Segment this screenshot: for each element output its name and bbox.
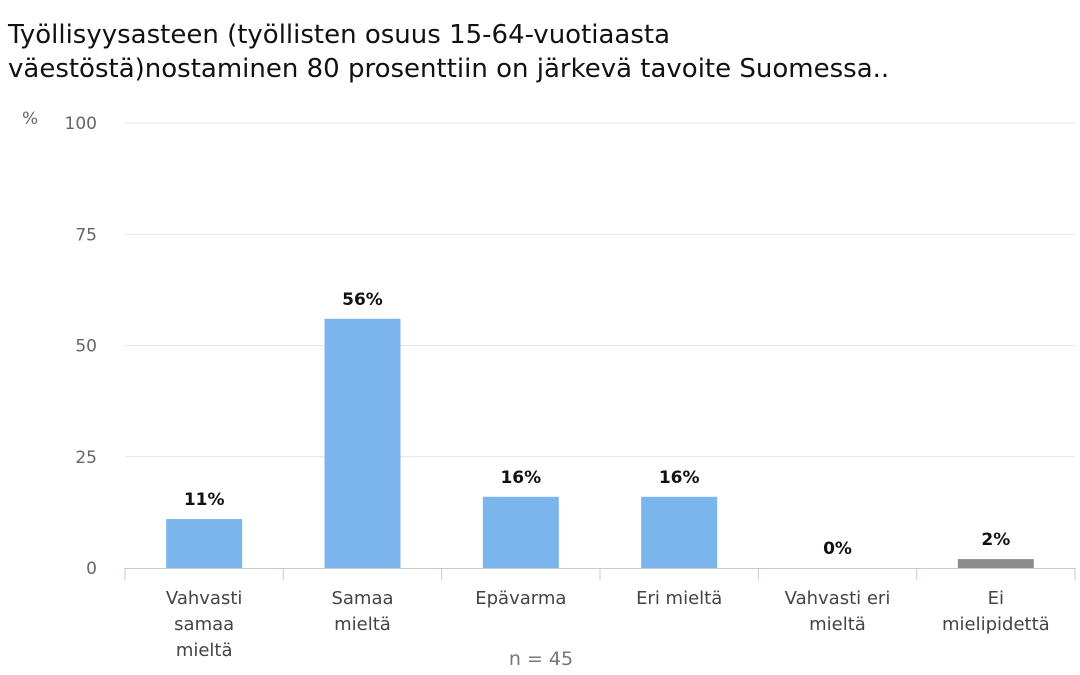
- y-tick-label-25: 25: [75, 448, 97, 468]
- x-tick-label-4-1: mieltä: [809, 614, 866, 635]
- x-tick-label-0-0: Vahvasti: [166, 588, 242, 609]
- y-tick-label-50: 50: [75, 337, 97, 357]
- sample-size-text: n = 45: [508, 648, 574, 670]
- x-tick-label-5-1: mielipidettä: [942, 614, 1050, 635]
- data-label-1: 56%: [342, 290, 383, 310]
- x-tick-label-0-1: samaa: [174, 614, 234, 635]
- x-tick-label-2-0: Epävarma: [475, 588, 566, 609]
- chart-title-line-1: Työllisyysasteen (työllisten osuus 15-64…: [8, 20, 671, 50]
- data-label-5: 2%: [981, 530, 1010, 550]
- data-label-4: 0%: [823, 539, 852, 559]
- x-tick-label-4-0: Vahvasti eri: [785, 588, 891, 609]
- bar-1: [324, 318, 401, 568]
- data-label-3: 16%: [659, 468, 700, 488]
- x-tick-label-1-0: Samaa: [331, 588, 393, 609]
- x-tick-label-1-1: mieltä: [334, 614, 391, 635]
- y-tick-label-100: 100: [65, 114, 97, 134]
- chart-title: Työllisyysasteen (työllisten osuus 15-64…: [8, 18, 1068, 86]
- y-axis-label: %: [22, 109, 38, 129]
- bar-2: [482, 496, 559, 568]
- x-tick-label-5-0: Ei: [988, 588, 1004, 609]
- bar-5: [957, 559, 1034, 568]
- bar-0: [166, 519, 243, 568]
- chart-title-line-2: väestöstä)nostaminen 80 prosenttiin on j…: [8, 54, 890, 84]
- x-tick-label-3-0: Eri mieltä: [636, 588, 722, 609]
- y-tick-label-75: 75: [75, 225, 97, 245]
- data-label-0: 11%: [184, 490, 225, 510]
- x-tick-label-0-2: mieltä: [176, 640, 233, 661]
- bar-3: [641, 496, 718, 568]
- y-tick-label-0: 0: [86, 559, 97, 579]
- sample-size-note: n = 45: [0, 648, 1080, 670]
- data-label-2: 16%: [500, 468, 541, 488]
